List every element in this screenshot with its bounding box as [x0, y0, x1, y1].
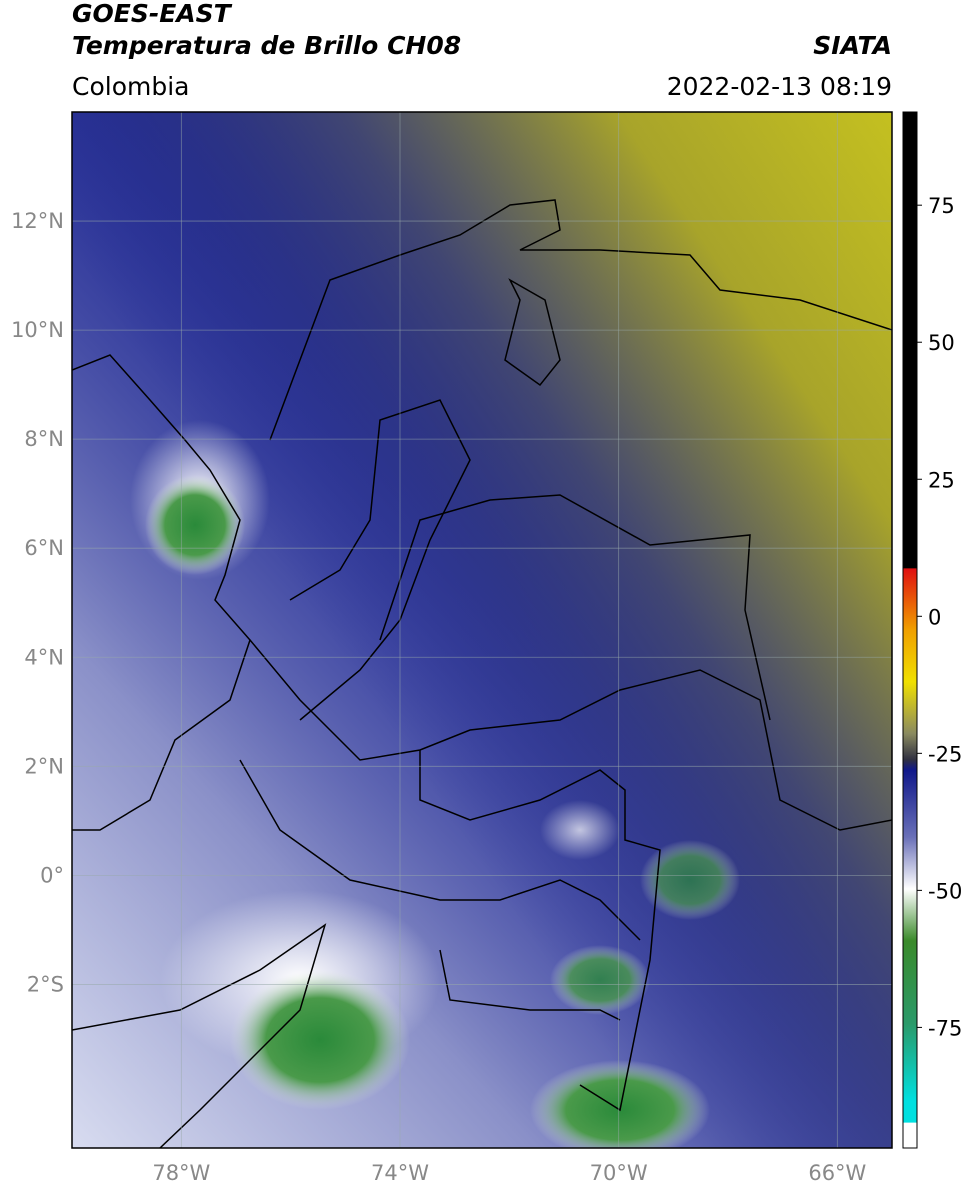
graticule: [72, 112, 892, 1148]
colorbar-tick-label: -75: [928, 1016, 962, 1040]
colorbar-tick-label: 50: [928, 331, 955, 355]
colorbar-tick-label: 75: [928, 194, 955, 218]
map-frame: [71, 111, 893, 1149]
satellite-image: [72, 112, 892, 1148]
lon-tick-label: 78°W: [152, 1161, 210, 1185]
lon-tick-label: 70°W: [590, 1161, 648, 1185]
lat-tick-label: 8°N: [24, 427, 64, 451]
region: Colombia: [72, 72, 189, 101]
colorbar-tick-label: -25: [928, 742, 962, 766]
subtitle: Temperatura de Brillo CH08: [72, 31, 461, 60]
lat-tick-label: 6°N: [24, 536, 64, 560]
lon-tick-label: 74°W: [371, 1161, 429, 1185]
colorbar-tick-label: -50: [928, 879, 962, 903]
title: GOES-EAST: [72, 0, 233, 28]
lat-tick-label: 12°N: [11, 209, 64, 233]
ticks: 12°N 10°N 8°N 6°N 4°N 2°N 0° 2°S 78°W 74°W 70°W 66°…: [11, 194, 962, 1185]
colorbar: [902, 111, 918, 1149]
lat-tick-label: 2°S: [27, 972, 64, 996]
lat-tick-label: 2°N: [24, 754, 64, 778]
lat-tick-label: 10°N: [11, 318, 64, 342]
datetime: 2022-02-13 08:19: [667, 72, 892, 101]
lat-tick-label: 0°: [40, 863, 64, 887]
colorbar-tick-label: 0: [928, 605, 941, 629]
source: SIATA: [813, 31, 892, 60]
colorbar-tick-label: 25: [928, 468, 955, 492]
lat-tick-label: 4°N: [24, 645, 64, 669]
lon-tick-label: 66°W: [808, 1161, 866, 1185]
